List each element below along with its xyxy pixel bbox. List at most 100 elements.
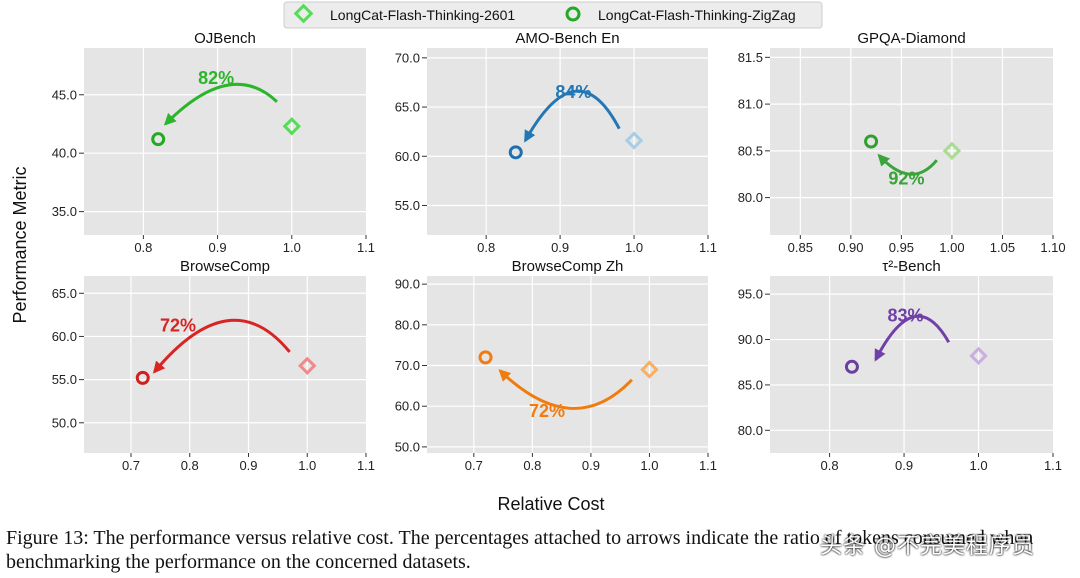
x-tick-label: 0.9: [895, 458, 913, 473]
x-tick-label: 1.0: [640, 458, 658, 473]
ratio-label: 72%: [160, 315, 196, 335]
plot-area: [84, 276, 366, 453]
ratio-arrow: [877, 153, 938, 176]
panel-title: BrowseComp: [180, 258, 270, 275]
y-tick-label: 55.0: [395, 198, 420, 213]
ratio-arrow: [152, 318, 291, 374]
panel-title: GPQA-Diamond: [857, 30, 965, 47]
legend-label-2601: LongCat-Flash-Thinking-2601: [330, 7, 515, 23]
ratio-arrow: [874, 314, 951, 362]
y-tick-label: 80.5: [738, 143, 763, 158]
point-zigzag: [844, 359, 859, 374]
ratio-label: 84%: [555, 82, 591, 102]
plot-area: [427, 48, 708, 235]
x-tick-label: 0.9: [582, 458, 600, 473]
x-tick-label: 1.1: [357, 458, 375, 473]
panel-title: τ²-Bench: [882, 258, 940, 275]
panel-ojbench: 0.8 0.9 1.0 1.1 35.0 40.0 45.0 OJBench 82%: [52, 30, 375, 255]
plot-area: [427, 276, 708, 453]
x-tick-label: 1.1: [699, 240, 717, 255]
y-tick-label: 85.0: [738, 377, 763, 392]
y-tick-label: 70.0: [395, 358, 420, 373]
figure-canvas: LongCat-Flash-Thinking-2601 LongCat-Flas…: [10, 1, 1066, 514]
y-tick-label: 80.0: [395, 317, 420, 332]
y-tick-label: 60.0: [395, 399, 420, 414]
x-tick-label: 1.0: [298, 458, 316, 473]
y-tick-label: 81.0: [738, 97, 763, 112]
ratio-label: 82%: [198, 68, 234, 88]
diamond-icon: [293, 3, 314, 24]
legend: LongCat-Flash-Thinking-2601 LongCat-Flas…: [283, 1, 823, 29]
x-tick-label: 0.8: [523, 458, 541, 473]
watermark: 头条 @不完美程序员: [820, 534, 1035, 559]
y-tick-label: 55.0: [52, 372, 77, 387]
y-tick-label: 50.0: [52, 415, 77, 430]
x-tick-label: 1.0: [283, 240, 301, 255]
y-tick-label: 60.0: [52, 329, 77, 344]
y-tick-label: 65.0: [395, 100, 420, 115]
point-2601: [942, 141, 962, 161]
x-tick-label: 0.8: [821, 458, 839, 473]
x-tick-label: 1.10: [1040, 240, 1065, 255]
plot-area: [770, 276, 1053, 453]
y-tick-label: 35.0: [52, 204, 77, 219]
y-tick-label: 65.0: [52, 286, 77, 301]
panel-gpqa-diamond: 0.85 0.90 0.95 1.00 1.05 1.10 80.0 80.5 81.0 81.5…: [738, 30, 1066, 255]
y-tick-label: 80.0: [738, 423, 763, 438]
point-zigzag: [864, 134, 879, 149]
plot-area: [84, 48, 366, 235]
plot-area: [770, 48, 1053, 235]
point-zigzag: [135, 370, 150, 385]
panel-title: AMO-Bench En: [515, 30, 619, 47]
point-2601: [624, 131, 644, 150]
y-axis-label: Performance Metric: [10, 166, 30, 323]
ratio-label: 83%: [888, 305, 924, 325]
point-zigzag: [478, 350, 493, 365]
point-2601: [298, 356, 317, 375]
x-tick-label: 0.95: [889, 240, 914, 255]
panel-title: OJBench: [194, 30, 256, 47]
point-2601: [640, 360, 659, 379]
ratio-label: 92%: [888, 169, 924, 189]
x-tick-label: 0.7: [465, 458, 483, 473]
legend-label-zigzag: LongCat-Flash-Thinking-ZigZag: [598, 7, 796, 23]
y-tick-label: 50.0: [395, 439, 420, 454]
x-axis-label: Relative Cost: [497, 494, 604, 514]
y-tick-label: 45.0: [52, 87, 77, 102]
x-tick-label: 1.1: [1044, 458, 1062, 473]
figure-caption: Figure 13: The performance versus relati…: [6, 527, 1034, 573]
panel-title: BrowseComp Zh: [512, 258, 624, 275]
y-tick-label: 80.0: [738, 190, 763, 205]
y-tick-label: 40.0: [52, 146, 77, 161]
y-tick-label: 70.0: [395, 50, 420, 65]
x-tick-label: 1.05: [990, 240, 1015, 255]
x-tick-label: 0.90: [838, 240, 863, 255]
x-tick-label: 0.9: [551, 240, 569, 255]
panel-tau2-bench: 0.8 0.9 1.0 1.1 80.0 85.0 90.0 95.0 τ²-Bench 83%: [738, 258, 1062, 473]
panel-browsecomp: 0.7 0.8 0.9 1.0 1.1 50.0 55.0 60.0 65.0 BrowseCom…: [52, 258, 375, 473]
y-tick-label: 60.0: [395, 149, 420, 164]
x-tick-label: 0.8: [181, 458, 199, 473]
x-tick-label: 1.0: [625, 240, 643, 255]
y-tick-label: 90.0: [395, 277, 420, 292]
y-tick-label: 81.5: [738, 50, 763, 65]
panel-amo-bench-en: 0.8 0.9 1.0 1.1 55.0 60.0 65.0 70.0 AMO-Bench En…: [395, 30, 717, 255]
ratio-arrow: [498, 369, 633, 410]
y-tick-label: 95.0: [738, 287, 763, 302]
ratio-arrow: [163, 82, 278, 126]
x-tick-label: 0.8: [134, 240, 152, 255]
point-zigzag: [151, 132, 166, 147]
x-tick-label: 1.00: [939, 240, 964, 255]
x-tick-label: 0.9: [209, 240, 227, 255]
point-2601: [969, 346, 988, 366]
x-tick-label: 1.0: [969, 458, 987, 473]
point-zigzag: [508, 145, 523, 160]
legend-box: [283, 1, 823, 29]
x-tick-label: 0.85: [788, 240, 813, 255]
x-tick-label: 0.8: [477, 240, 495, 255]
circle-icon: [565, 6, 581, 22]
x-tick-label: 0.7: [122, 458, 140, 473]
ratio-label: 72%: [529, 401, 565, 421]
x-tick-label: 0.9: [239, 458, 257, 473]
x-tick-label: 1.1: [699, 458, 717, 473]
